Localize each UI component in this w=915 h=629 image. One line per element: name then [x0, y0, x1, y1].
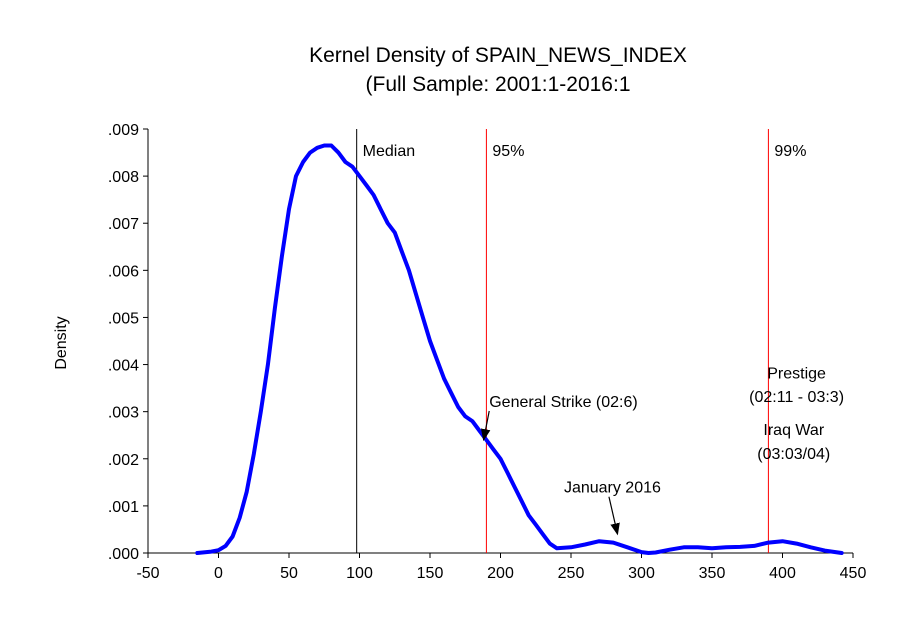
plot-area: .000 .001 .002 .003 .004 .005 .006 .007 .008 .009… — [108, 122, 867, 582]
density-curve — [195, 143, 844, 555]
x-tick-label: 150 — [417, 565, 444, 582]
reference-line-label: 95% — [492, 143, 524, 160]
annotation-label: January 2016 — [564, 480, 661, 497]
y-tick-label: .005 — [108, 310, 139, 327]
x-tick-label: 250 — [558, 565, 585, 582]
x-tick-label: 200 — [487, 565, 514, 582]
annotation-label: General Strike (02:6) — [489, 394, 638, 411]
annotation-label: (03:03/04) — [757, 446, 830, 463]
annotation-arrow — [608, 496, 620, 536]
y-tick-label: .006 — [108, 263, 139, 280]
y-tick-label: .004 — [108, 358, 139, 375]
reference-line-label: Median — [363, 143, 415, 160]
x-tick-label: 350 — [699, 565, 726, 582]
x-tick-label: 300 — [628, 565, 655, 582]
annotation-arrow — [480, 410, 491, 442]
y-tick-label: .007 — [108, 216, 139, 233]
y-tick-label: .000 — [108, 546, 139, 563]
x-tick-label: 100 — [346, 565, 373, 582]
y-tick-label: .003 — [108, 405, 139, 422]
y-tick-label: .002 — [108, 452, 139, 469]
x-tick-label: 50 — [280, 565, 298, 582]
reference-line-label: 99% — [774, 143, 806, 160]
y-tick-label: .001 — [108, 499, 139, 516]
x-tick-label: 400 — [769, 565, 796, 582]
chart-subtitle: (Full Sample: 2001:1-2016:1 — [366, 73, 631, 96]
annotation-label: Iraq War — [763, 422, 824, 439]
annotation-label: (02:11 - 03:3) — [749, 389, 844, 406]
y-axis-label: Density — [53, 316, 70, 369]
y-tick-label: .008 — [108, 169, 139, 186]
x-tick-label: -50 — [136, 565, 159, 582]
x-tick-label: 0 — [214, 565, 223, 582]
y-tick-label: .009 — [108, 122, 139, 139]
annotation-label: Prestige — [767, 366, 826, 383]
x-tick-label: 450 — [840, 565, 867, 582]
chart-title: Kernel Density of SPAIN_NEWS_INDEX — [309, 44, 687, 67]
